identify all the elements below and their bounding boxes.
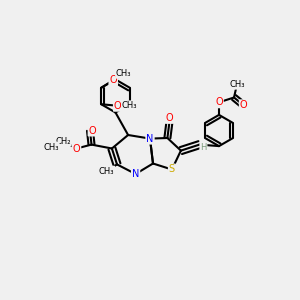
Text: CH₃: CH₃ xyxy=(122,101,137,110)
Text: N: N xyxy=(146,134,154,144)
Text: O: O xyxy=(88,125,96,136)
Text: O: O xyxy=(215,97,223,107)
Text: O: O xyxy=(110,75,117,85)
Text: CH₃: CH₃ xyxy=(43,142,59,152)
Text: O: O xyxy=(166,113,173,123)
Text: CH₃: CH₃ xyxy=(229,80,245,89)
Text: O: O xyxy=(240,100,248,110)
Text: CH₃: CH₃ xyxy=(99,167,114,176)
Text: S: S xyxy=(169,164,175,175)
Text: H: H xyxy=(200,143,207,152)
Text: CH₃: CH₃ xyxy=(116,69,131,78)
Text: N: N xyxy=(132,169,139,179)
Text: O: O xyxy=(114,101,122,111)
Text: CH₂: CH₂ xyxy=(55,136,71,146)
Text: O: O xyxy=(73,143,80,154)
